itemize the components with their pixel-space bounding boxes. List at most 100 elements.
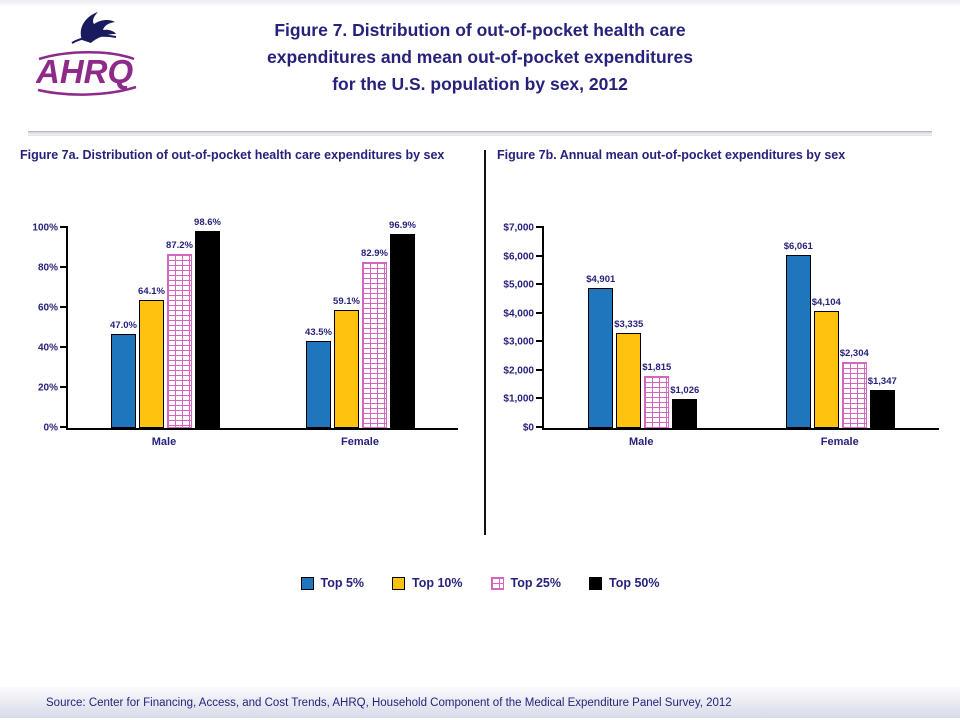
y-tick-mark (60, 306, 68, 308)
eagle-icon (71, 12, 117, 44)
legend-label-top-25: Top 25% (510, 576, 561, 590)
bar-top-50-female (869, 389, 895, 428)
y-tick-label: $7,000 (503, 222, 534, 234)
y-tick-label: 40% (37, 342, 58, 354)
y-tick-mark (536, 283, 544, 286)
bar-value-label: 82.9% (361, 248, 388, 260)
bar-group-male: $4,901 $3,335 $1,815 $1,026 (544, 228, 742, 428)
bar-slot: $4,901 (586, 228, 616, 428)
chart-7a: 0% 20% 40% 60% 80% 100% 47.0% 64.1% 87.2% 98.6% 4… (22, 205, 464, 465)
bar-top-5-female (785, 254, 811, 428)
bar-value-label: 43.5% (305, 327, 332, 338)
bar-value-label: 59.1% (333, 295, 360, 307)
bar-group-male: 47.0% 64.1% 87.2% 98.6% (68, 217, 263, 428)
bar-slot: 59.1% (333, 228, 360, 428)
y-tick-label: $6,000 (503, 251, 534, 263)
bar-top-50-male (195, 230, 220, 428)
y-tick-label: $3,000 (503, 336, 534, 348)
bar-value-label: $1,026 (670, 384, 700, 396)
bar-top-25-female (362, 262, 387, 428)
legend-item-top-25: Top 25% (490, 576, 561, 590)
bar-slot: $3,335 (614, 228, 644, 428)
logo-text: AHRQ (36, 53, 133, 90)
bar-slot: 87.2% (166, 228, 193, 428)
y-tick-label: $0 (522, 422, 534, 434)
category-label-male: Male (629, 436, 654, 448)
bar-slot: $6,061 (783, 228, 813, 428)
y-tick-mark (536, 254, 544, 257)
figure-title: Figure 7. Distribution of out-of-pocket … (267, 20, 693, 95)
bar-slot: $2,304 (839, 228, 869, 428)
y-axis: 0% 20% 40% 60% 80% 100% (22, 223, 66, 434)
bar-top-50-female (390, 234, 415, 428)
bar-top-5-female (306, 341, 331, 428)
y-tick-label: $2,000 (503, 365, 534, 377)
panel-7a-title: Figure 7a. Distribution of out-of-pocket… (20, 148, 445, 162)
legend-swatch-top-50-icon (589, 576, 602, 590)
ahrq-logo-graphic: AHRQ (35, 12, 137, 96)
y-tick-label: $1,000 (503, 393, 534, 405)
legend: Top 5% Top 10% Top 25% Top 50% (0, 576, 960, 590)
source-footer: Source: Center for Financing, Access, an… (0, 687, 960, 718)
y-tick-label: 0% (43, 422, 58, 434)
y-tick-mark (60, 386, 68, 388)
bar-value-label: 96.9% (389, 220, 416, 232)
bar-top-50-male (672, 398, 698, 428)
legend-label-top-10: Top 10% (412, 576, 463, 590)
plot-area: $4,901 $3,335 $1,815 $1,026 $6,061 $4,104 $2,3… (536, 226, 939, 430)
bar-value-label: 98.6% (194, 216, 221, 228)
bar-value-label: $2,304 (839, 348, 869, 360)
bar-slot: 96.9% (389, 220, 416, 428)
bar-top-10-female (813, 310, 839, 428)
y-tick-mark (60, 266, 68, 268)
y-tick-mark (536, 340, 544, 343)
bar-value-label: 64.1% (138, 285, 165, 297)
bar-top-10-male (616, 332, 642, 428)
header-divider (28, 131, 932, 136)
bar-slot: $4,104 (811, 228, 841, 428)
legend-label-top-50: Top 50% (609, 576, 660, 590)
category-label-female: Female (341, 436, 379, 448)
y-tick-label: 80% (37, 262, 58, 274)
bar-top-10-male (139, 299, 164, 428)
y-tick-label: 100% (32, 222, 58, 234)
y-tick-mark (536, 311, 544, 314)
bar-top-25-male (644, 376, 670, 428)
bar-value-label: 47.0% (110, 320, 137, 331)
y-tick-mark (60, 426, 68, 428)
bar-group-female: 43.5% 59.1% 82.9% 96.9% (263, 220, 458, 428)
bar-top-5-male (111, 334, 136, 428)
y-tick-mark (60, 346, 68, 348)
bar-slot: 43.5% (305, 228, 332, 428)
bar-value-label: $4,901 (586, 273, 616, 285)
panel-divider (484, 150, 486, 535)
legend-item-top-50: Top 50% (589, 576, 659, 590)
bar-slot: 64.1% (138, 228, 165, 428)
y-tick-mark (536, 426, 544, 428)
top-strip (0, 0, 960, 7)
legend-label-top-5: Top 5% (320, 576, 365, 590)
bar-value-label: $3,335 (614, 318, 644, 330)
legend-item-top-10: Top 10% (392, 576, 463, 590)
y-tick-label: $4,000 (503, 308, 534, 320)
bar-slot: $1,026 (670, 228, 700, 428)
panel-7b-title: Figure 7b. Annual mean out-of-pocket exp… (497, 148, 846, 162)
legend-item-top-5: Top 5% (300, 576, 365, 590)
bar-value-label: $6,061 (783, 240, 813, 252)
header: AHRQ Figure 7. Distribution of out-of-po… (0, 7, 960, 129)
bar-top-10-female (334, 309, 359, 428)
y-tick-label: 60% (37, 302, 58, 314)
bar-slot: 98.6% (194, 217, 221, 428)
y-tick-label: $5,000 (503, 279, 534, 291)
ahrq-logo: AHRQ (35, 9, 138, 105)
y-axis: $0 $1,000 $2,000 $3,000 $4,000 $5,000 $6,000 $7… (498, 223, 542, 434)
bar-slot: $1,815 (642, 228, 672, 428)
bar-value-label: 87.2% (166, 239, 193, 251)
chart-7b: $0 $1,000 $2,000 $3,000 $4,000 $5,000 $6,000 $7… (498, 205, 945, 465)
category-axis: Male Female (66, 436, 458, 448)
plot-area: 47.0% 64.1% 87.2% 98.6% 43.5% 59.1% 82.9% 96.9% (60, 217, 458, 430)
source-text: Source: Center for Financing, Access, an… (46, 696, 732, 709)
bar-value-label: $4,104 (811, 296, 841, 308)
bar-value-label: $1,815 (642, 362, 672, 374)
